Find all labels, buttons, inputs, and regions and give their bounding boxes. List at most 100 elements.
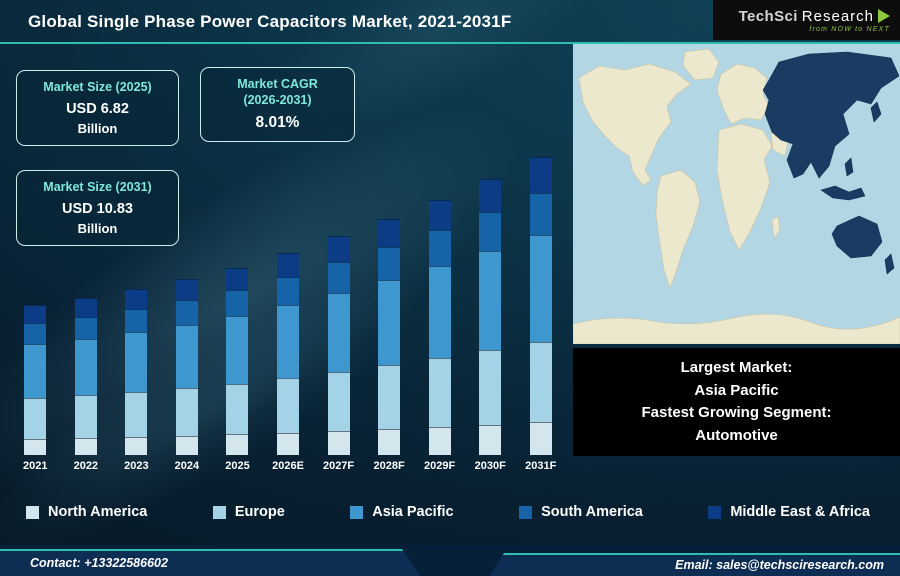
legend-item-europe: Europe — [212, 504, 285, 520]
bar-segment-middle-east-africa — [226, 267, 249, 291]
bar-segment-europe — [479, 350, 502, 425]
x-axis-label: 2025 — [225, 460, 250, 472]
bar-column: 2029F — [414, 112, 465, 474]
world-map — [573, 44, 900, 344]
note-line: Automotive — [695, 426, 778, 444]
bar-segment-europe — [24, 398, 47, 439]
stacked-bar — [24, 305, 47, 455]
logo-brand-techsci: TechSci — [738, 7, 798, 25]
bar-segment-south-america — [125, 309, 148, 333]
footer: Contact: +13322586602 Email: sales@techs… — [0, 545, 900, 576]
bar-column: 2027F — [313, 112, 364, 474]
bar-segment-asia-pacific — [378, 279, 401, 366]
bar-segment-middle-east-africa — [479, 179, 502, 213]
islands-indonesia — [820, 185, 866, 201]
stacked-bar — [378, 218, 401, 455]
legend: North America Europe Asia Pacific South Ame… — [0, 496, 900, 528]
x-axis-label: 2028F — [373, 460, 405, 472]
bar-segment-north-america — [175, 435, 198, 455]
stacked-bar — [277, 252, 299, 455]
legend-swatch — [708, 505, 722, 519]
bar-segment-europe — [74, 395, 97, 438]
bar-segment-asia-pacific — [226, 316, 249, 384]
bar-segment-south-america — [24, 323, 47, 345]
legend-label: South America — [541, 504, 643, 520]
bar-segment-north-america — [24, 438, 47, 455]
bar-segment-asia-pacific — [175, 324, 198, 389]
islands-japan — [870, 101, 882, 123]
header: Global Single Phase Power Capacitors Mar… — [0, 0, 900, 44]
region-asia — [762, 51, 900, 179]
stat-label-2: (2026-2031) — [243, 92, 312, 107]
bar-segment-south-america — [378, 246, 401, 280]
x-axis-label: 2027F — [322, 460, 355, 472]
island-madagascar — [771, 215, 781, 239]
x-axis-label: 2029F — [424, 460, 456, 472]
bar-segment-south-america — [479, 212, 502, 251]
continent-south-america — [655, 169, 701, 289]
bar-segment-europe — [226, 383, 249, 435]
bar-column: 2023 — [111, 112, 162, 474]
legend-item-north-america: North America — [26, 504, 147, 520]
bar-segment-north-america — [277, 432, 299, 455]
stat-card-market-cagr: Market CAGR (2026-2031) 8.01% — [200, 67, 355, 143]
bar-segment-middle-east-africa — [428, 199, 451, 231]
bars-row: 2021 2022 2023 2024 2025 2026E 2027F 2028F 2029F… — [10, 112, 566, 474]
bar-segment-asia-pacific — [529, 234, 552, 343]
x-axis-label: 2022 — [73, 460, 99, 472]
bar-segment-middle-east-africa — [175, 278, 198, 301]
bar-segment-south-america — [428, 230, 451, 267]
legend-swatch — [26, 505, 39, 519]
techsci-logo: TechSci Research from NOW to NEXT — [713, 0, 900, 40]
bar-column: 2025 — [212, 112, 263, 474]
bar-segment-north-america — [327, 430, 350, 455]
stat-label: Market Size (2025) — [43, 80, 152, 94]
legend-item-south-america: South America — [519, 504, 643, 520]
bar-segment-south-america — [175, 300, 198, 325]
stat-card-market-size-2031: Market Size (2031) USD 10.83 Billion — [16, 170, 179, 246]
bar-segment-europe — [378, 365, 401, 429]
bar-column: 2031F — [515, 112, 566, 474]
bar-segment-middle-east-africa — [327, 235, 350, 263]
stacked-bar — [479, 179, 502, 455]
highlight-asia-pacific — [762, 51, 900, 275]
bar-column: 2021 — [10, 112, 61, 474]
bar-segment-south-america — [529, 192, 552, 235]
continent-australia — [831, 215, 883, 259]
contact-strip: Contact: +13322586602 — [0, 549, 420, 576]
legend-label: Asia Pacific — [372, 504, 454, 520]
bar-segment-middle-east-africa — [24, 305, 47, 324]
legend-label: Middle East & Africa — [730, 504, 870, 520]
x-axis-label: 2026E — [272, 460, 304, 472]
bar-segment-south-america — [327, 262, 350, 293]
stacked-bar-chart: 2021 2022 2023 2024 2025 2026E 2027F 2028F 2029F… — [10, 112, 566, 474]
stacked-bar — [74, 298, 97, 455]
stacked-bar — [226, 267, 249, 455]
bar-segment-middle-east-africa — [529, 157, 552, 193]
legend-swatch — [519, 505, 533, 519]
stat-label: Market Size (2031) — [43, 180, 152, 194]
bar-segment-north-america — [378, 428, 401, 455]
x-axis-label: 2024 — [174, 460, 200, 472]
legend-item-asia-pacific: Asia Pacific — [350, 504, 454, 520]
bar-segment-north-america — [428, 426, 451, 455]
island-new-zealand — [884, 253, 895, 275]
legend-item-middle-east-africa: Middle East & Africa — [708, 504, 870, 520]
bar-segment-north-america — [479, 424, 502, 455]
stat-unit: Billion — [77, 220, 118, 236]
legend-label: Europe — [234, 504, 285, 520]
bar-segment-europe — [175, 388, 198, 436]
email-strip: Email: sales@techsciresearch.com — [490, 553, 900, 576]
bar-segment-north-america — [226, 434, 249, 455]
stat-value: USD 6.82 — [66, 100, 129, 117]
logo-tagline: from NOW to NEXT — [809, 25, 890, 33]
x-axis-label: 2021 — [23, 460, 48, 472]
bar-segment-south-america — [74, 316, 97, 339]
arrow-icon — [878, 9, 890, 23]
bar-segment-middle-east-africa — [74, 298, 97, 317]
bar-column: 2024 — [162, 112, 213, 474]
bar-segment-middle-east-africa — [378, 218, 401, 247]
bar-segment-europe — [125, 392, 148, 437]
stat-card-market-size-2025: Market Size (2025) USD 6.82 Billion — [16, 70, 179, 146]
stacked-bar — [327, 235, 350, 455]
